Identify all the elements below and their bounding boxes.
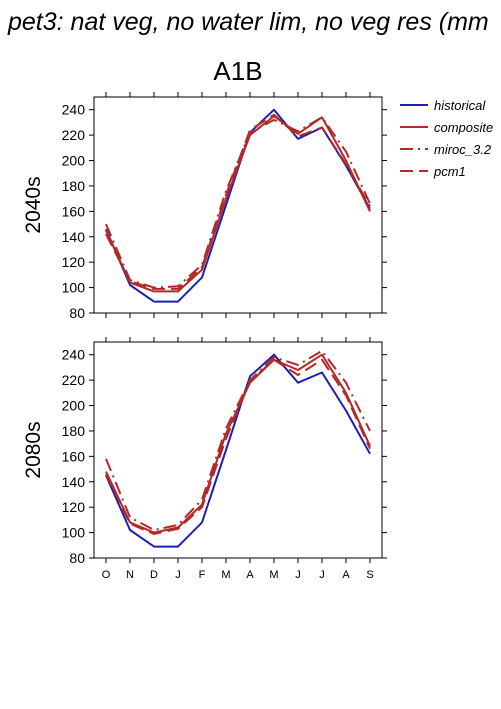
y-tick-label: 120 <box>62 254 86 270</box>
x-tick-label: O <box>102 569 111 581</box>
series-line-miroc-3-2 <box>105 116 371 289</box>
x-tick-label: A <box>342 569 350 581</box>
legend-item: composite <box>400 120 493 135</box>
y-tick-label: 200 <box>62 398 86 414</box>
figure-title: pet3: nat veg, no water lim, no veg res … <box>7 8 489 36</box>
legend-label: pcm1 <box>433 164 466 179</box>
y-tick-label: 180 <box>62 178 86 194</box>
series-line-historical <box>105 108 371 303</box>
y-tick-label: 140 <box>62 229 86 245</box>
x-tick-label: M <box>221 569 230 581</box>
plot-frame <box>93 341 383 559</box>
x-tick-label: S <box>366 569 373 581</box>
y-tick-label: 160 <box>62 203 86 219</box>
x-tick-label: A <box>246 569 254 581</box>
x-tick-label: N <box>126 569 134 581</box>
y-tick-label: 80 <box>69 305 85 321</box>
panel-2080s: 80 100 120 140 160 180 200 220 240 O N D J F M A M J J A S 20… <box>22 337 387 581</box>
y-tick-label: 220 <box>62 372 86 388</box>
y-tick-label: 220 <box>62 127 86 143</box>
series-line-miroc-3-2 <box>105 349 371 531</box>
chart-panels: 80 100 120 140 160 180 200 220 240 2040s 80 100 120 1… <box>22 92 387 581</box>
y-tick-label: 240 <box>62 347 86 363</box>
row-label: 2080s <box>22 421 45 478</box>
y-tick-label: 80 <box>69 550 85 566</box>
series-line-composite <box>105 353 371 534</box>
y-tick-label: 200 <box>62 153 86 169</box>
x-tick-label: D <box>150 569 158 581</box>
x-tick-label: J <box>295 569 301 581</box>
x-tick-label: M <box>269 569 278 581</box>
legend-item: historical <box>400 98 486 113</box>
x-tick-label: F <box>199 569 206 581</box>
legend-item: miroc_3.2 <box>400 142 492 157</box>
y-tick-label: 180 <box>62 423 86 439</box>
x-tick-label: J <box>175 569 181 581</box>
y-tick-label: 140 <box>62 474 86 490</box>
plot-frame <box>93 96 383 314</box>
legend-label: miroc_3.2 <box>434 142 492 157</box>
legend-item: pcm1 <box>400 164 466 179</box>
x-tick-label: J <box>319 569 325 581</box>
y-tick-label: 160 <box>62 448 86 464</box>
row-label: 2040s <box>22 176 45 233</box>
series-line-pcm1 <box>105 113 371 290</box>
legend: historical composite miroc_3.2 pcm1 <box>400 98 493 179</box>
scenario-title: A1B <box>213 56 262 86</box>
y-tick-label: 100 <box>62 525 86 541</box>
y-tick-label: 240 <box>62 102 86 118</box>
y-tick-label: 100 <box>62 280 86 296</box>
legend-label: historical <box>434 98 486 113</box>
legend-label: composite <box>434 120 493 135</box>
series-line-pcm1 <box>105 358 371 535</box>
series-line-composite <box>105 115 371 293</box>
panel-2040s: 80 100 120 140 160 180 200 220 240 2040s <box>22 92 387 321</box>
series-line-historical <box>105 353 371 548</box>
y-tick-label: 120 <box>62 499 86 515</box>
